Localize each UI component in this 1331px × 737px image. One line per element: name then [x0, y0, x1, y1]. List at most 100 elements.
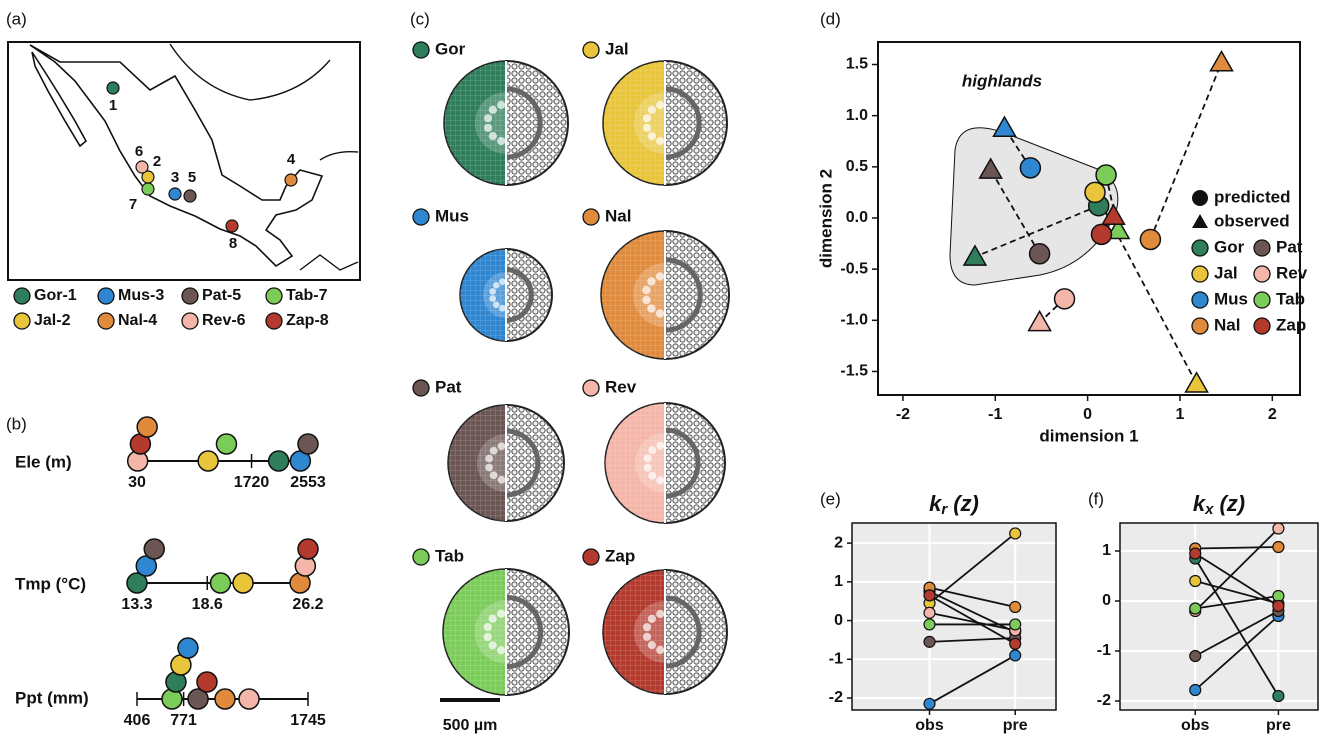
legend-swatch: [98, 288, 114, 304]
xylem-vessel: [497, 610, 505, 618]
tick-label: 18.6: [192, 596, 223, 613]
legend-swatch: [14, 313, 30, 329]
x-tick-label: 2: [1268, 406, 1277, 423]
panel-label: (f): [1088, 489, 1104, 508]
xylem-vessel: [484, 633, 492, 641]
strip-dot: [144, 539, 164, 559]
site-label: 7: [129, 196, 137, 213]
x-tick-label: 0: [1083, 406, 1092, 423]
strip-dot: [233, 573, 253, 593]
plot-background: [852, 523, 1056, 710]
slope-point: [1010, 638, 1021, 649]
site-label: 2: [153, 153, 161, 170]
slope-point: [1273, 691, 1284, 702]
title-sub: r: [941, 501, 948, 518]
legend-swatch: [182, 313, 198, 329]
xylem-vessel: [642, 286, 650, 294]
legend-marker: [1192, 214, 1208, 228]
legend-label: Gor-1: [34, 287, 77, 304]
legend-swatch: [14, 288, 30, 304]
section-swatch: [583, 380, 599, 396]
panel-label: (a): [6, 9, 27, 28]
xylem-vessel: [643, 623, 651, 631]
tick-label: 406: [124, 712, 151, 729]
slope-point: [1010, 650, 1021, 661]
legend-label: Rev-6: [202, 312, 246, 329]
x-tick-label: -2: [896, 406, 910, 423]
strip-dot: [197, 672, 217, 692]
xylem-vessel: [489, 106, 497, 114]
legend-label: Pat-5: [202, 287, 241, 304]
strip-dot: [269, 451, 289, 471]
title-rest: (z): [953, 491, 979, 516]
y-tick-label: 1.5: [846, 56, 868, 73]
site-dot: [107, 82, 119, 94]
section-half-image: [506, 569, 569, 695]
y-tick-label: 1: [1102, 542, 1111, 559]
slope-point: [1190, 548, 1201, 559]
slope-point: [1273, 523, 1284, 534]
xylem-vessel: [643, 114, 651, 122]
y-tick-label: -1.5: [840, 363, 868, 380]
xylem-vessel: [498, 442, 506, 450]
title-sub: x: [1204, 501, 1214, 518]
predicted-point: [1055, 289, 1075, 309]
section-half-image: [506, 61, 568, 185]
y-tick-label: 1.0: [846, 107, 868, 124]
xylem-vessel: [648, 472, 656, 480]
legend-label: Zap-8: [286, 312, 329, 329]
x-tick-label: obs: [1181, 717, 1210, 734]
xylem-vessel: [497, 646, 505, 654]
connector: [1150, 62, 1221, 239]
legend-swatch: [98, 313, 114, 329]
tick-label: 771: [170, 712, 197, 729]
xylem-vessel: [490, 447, 498, 455]
xylem-vessel: [644, 464, 652, 472]
tick-label: 1720: [234, 474, 270, 491]
xylem-vessel: [484, 114, 492, 122]
legend-label: observed: [1214, 211, 1290, 230]
legend-swatch: [1192, 318, 1208, 334]
tick-label: 1745: [290, 712, 326, 729]
strip-dot: [216, 434, 236, 454]
legend-label: Mus: [1214, 289, 1248, 308]
strip-dot: [239, 689, 259, 709]
slope-point: [1273, 601, 1284, 612]
xylem-vessel: [490, 471, 498, 479]
legend-label: Nal: [1214, 315, 1240, 334]
xylem-vessel: [656, 646, 664, 654]
site-label: 5: [188, 169, 196, 186]
chart-title: kx(z): [1193, 491, 1245, 518]
y-tick-label: 1: [834, 573, 843, 590]
legend-swatch: [1254, 292, 1270, 308]
section-label: Nal: [605, 206, 631, 225]
tick-label: 30: [128, 474, 146, 491]
y-tick-label: 0: [834, 612, 843, 629]
tick-label: 2553: [290, 474, 326, 491]
legend-label: Rev: [1276, 263, 1308, 282]
section-swatch: [413, 380, 429, 396]
panel-label: (d): [820, 9, 841, 28]
xylem-vessel: [648, 641, 656, 649]
xylem-vessel: [656, 137, 664, 145]
xylem-vessel: [648, 615, 656, 623]
xylem-vessel: [497, 101, 505, 109]
xylem-vessel: [656, 101, 664, 109]
xylem-vessel: [647, 304, 655, 312]
section-swatch: [583, 549, 599, 565]
y-tick-label: -2: [1097, 692, 1111, 709]
legend-label: Nal-4: [118, 312, 157, 329]
site-label: 1: [109, 97, 117, 114]
legend-label: Tab: [1276, 289, 1305, 308]
site-dot: [169, 188, 181, 200]
section-swatch: [413, 42, 429, 58]
xylem-vessel: [656, 476, 664, 484]
xylem-vessel: [656, 442, 664, 450]
site-dot: [226, 220, 238, 232]
y-tick-label: 0.5: [846, 158, 868, 175]
slope-point: [924, 607, 935, 618]
slope-point: [1190, 576, 1201, 587]
xylem-vessel: [488, 614, 496, 622]
strip-dot: [137, 417, 157, 437]
slope-point: [924, 590, 935, 601]
